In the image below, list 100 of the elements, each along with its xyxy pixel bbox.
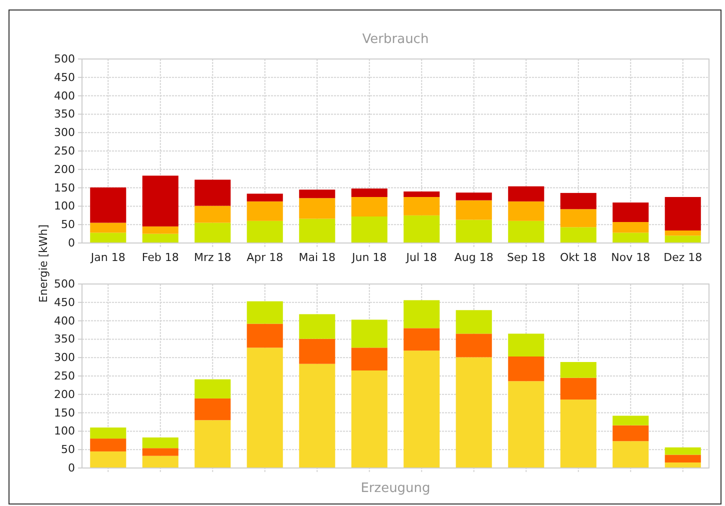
bar [456,357,492,468]
y-tick-label: 350 [54,332,75,346]
y-tick-label: 300 [54,351,75,364]
bar [90,451,126,468]
bar [90,428,126,439]
bar [194,222,231,243]
y-tick-label: 50 [61,218,75,232]
y-tick-label: 500 [54,278,75,291]
bar [612,202,649,222]
x-tick-label: Apr 18 [246,250,284,264]
bar [351,370,388,468]
bar [299,364,336,468]
bar [560,209,596,228]
bar [560,362,596,378]
y-tick-label: 250 [54,370,75,383]
y-tick-label: 200 [54,162,75,176]
chart-title: Verbrauch [362,32,429,47]
bar [299,190,336,198]
bar [508,201,544,221]
x-tick-label: Nov 18 [611,250,650,264]
bar [246,220,283,243]
bar [351,348,388,370]
x-tick-label: Sep 18 [507,250,546,264]
bar [560,192,596,210]
bar [664,197,701,230]
bar [142,437,178,448]
bar [194,206,231,223]
bar [560,378,596,400]
bar [456,200,492,220]
x-tick-label: Mrz 18 [194,250,232,264]
y-tick-label: 200 [54,388,75,401]
x-tick-label: Feb 18 [142,250,179,264]
bar [90,187,126,223]
bar [246,348,283,468]
bar [299,218,336,243]
bar [90,232,126,243]
bar [612,416,649,426]
bar [142,456,178,468]
y-tick-label: 100 [54,200,75,213]
bar [351,197,388,217]
bar [664,230,701,236]
bar [299,338,336,364]
y-tick-label: 50 [61,443,75,456]
bar [351,216,388,243]
x-tick-label: Okt 18 [560,250,597,264]
bar [664,236,701,243]
x-tick-label: Jun 18 [351,250,387,264]
bar [664,462,701,468]
bar [194,379,231,398]
x-tick-label: Aug 18 [454,250,494,264]
bar [142,448,178,456]
bar [142,176,178,226]
y-tick-label: 250 [54,144,75,158]
bar [351,320,388,348]
bar [246,324,283,348]
bar [351,188,388,197]
bar [404,350,440,468]
bar [194,420,231,468]
x-tick-label: Jul 18 [405,250,438,264]
bar [246,201,283,221]
y-tick-label: 350 [54,108,75,121]
bar [456,334,492,358]
bar [456,310,492,334]
bar [508,356,544,382]
bar [299,198,336,219]
bar [194,180,231,206]
y-tick-label: 150 [54,181,75,194]
bar [560,227,596,243]
bar [246,301,283,324]
text: Erzeugung [360,481,430,496]
bar [404,215,440,243]
bar [612,425,649,442]
bar [612,232,649,243]
y-tick-label: 300 [54,126,75,140]
bar [612,441,649,468]
bar [142,234,178,243]
x-tick-label: Mai 18 [298,250,336,264]
y-tick-label: 450 [54,70,75,84]
y-tick-label: 400 [54,89,75,102]
bar [664,447,701,455]
bar [404,328,440,351]
y-tick-label: 150 [54,406,75,420]
bar [299,314,336,339]
y-tick-label: 100 [54,424,75,438]
bar [508,381,544,468]
y-tick-label: 400 [54,314,75,328]
bar [404,197,440,216]
bar [612,222,649,233]
bar [456,192,492,200]
bar [90,222,126,233]
bar [194,398,231,420]
bar [560,400,596,468]
y-tick-label: 450 [54,296,75,309]
x-tick-label: Dez 18 [664,250,702,264]
bar [508,334,544,356]
x-tick-label: Jan 18 [90,250,126,264]
bar [508,186,544,202]
y-tick-label: 0 [68,462,75,475]
y-tick-label: 0 [68,236,75,250]
bar [142,226,178,234]
